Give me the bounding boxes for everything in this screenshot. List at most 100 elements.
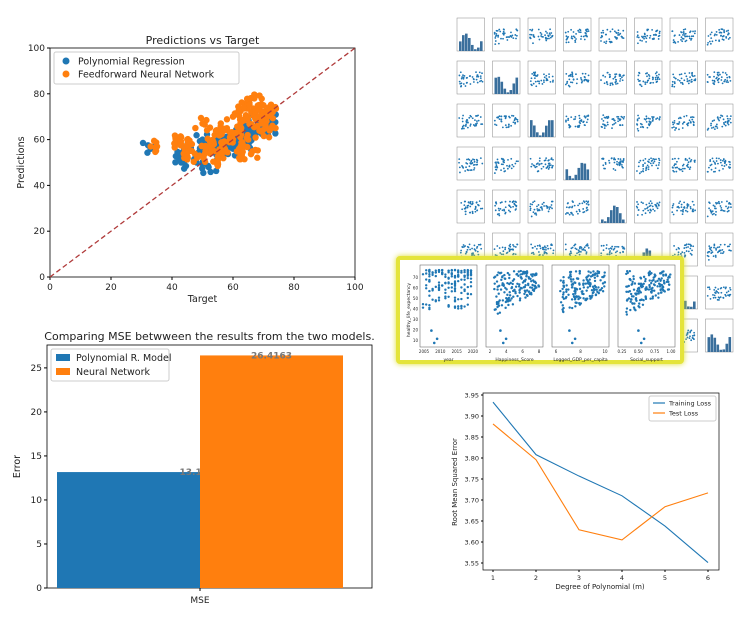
pair-point <box>573 36 576 39</box>
pair-point <box>645 120 648 123</box>
pair-point <box>609 73 611 76</box>
pair-point <box>466 245 469 248</box>
pair-point <box>583 38 586 41</box>
pair-point <box>680 36 683 39</box>
pair-point <box>471 162 474 164</box>
pair-point <box>466 118 468 121</box>
pair-point <box>567 288 570 291</box>
pair-point <box>502 283 505 286</box>
pair-point <box>466 268 469 272</box>
pair-point <box>680 252 682 255</box>
pair-point <box>552 252 555 255</box>
pair-point <box>671 204 674 207</box>
pair-point <box>685 75 688 78</box>
pair-point <box>471 76 474 78</box>
pair-point <box>619 32 622 35</box>
pair-point <box>691 334 694 337</box>
pair-point <box>686 210 689 213</box>
pair-point <box>536 244 539 247</box>
pair-point <box>603 274 606 277</box>
pair-point <box>664 274 668 277</box>
pair-point <box>678 34 681 36</box>
data-point-jitter <box>238 99 245 106</box>
pair-point <box>644 277 647 281</box>
pair-point <box>580 38 582 40</box>
pair-point <box>601 35 604 38</box>
pair-point <box>611 82 613 85</box>
pair-point <box>505 299 508 303</box>
pair-point <box>581 202 584 205</box>
pair-point <box>722 296 725 299</box>
pair-point <box>656 285 659 288</box>
pair-point <box>597 291 601 295</box>
pair-point <box>651 297 654 300</box>
pair-point <box>619 158 622 161</box>
pair-point <box>496 166 499 169</box>
pair-point <box>686 205 689 208</box>
pair-point <box>495 201 497 204</box>
pair-point <box>508 244 511 247</box>
pair-cell <box>669 146 698 181</box>
pair-point <box>671 211 674 213</box>
pair-point <box>708 202 711 205</box>
pair-point <box>708 288 711 291</box>
pair-point <box>648 285 651 289</box>
pair-point <box>502 32 505 35</box>
pair-point <box>472 81 475 83</box>
pair-point <box>710 211 713 214</box>
pair-point <box>428 289 431 293</box>
pair-point <box>721 35 724 38</box>
pair-point <box>498 311 502 314</box>
pair-point <box>674 166 677 169</box>
pair-point <box>632 306 636 309</box>
pair-point <box>659 288 662 292</box>
pair-point <box>658 161 661 164</box>
pair-outlier <box>430 329 433 332</box>
pair-point <box>584 282 587 285</box>
pair-point <box>621 124 624 126</box>
pair-point <box>671 85 674 88</box>
pair-point <box>578 124 581 127</box>
pair-point <box>510 297 513 300</box>
pair-point <box>656 202 659 205</box>
pair-point <box>514 253 517 256</box>
pair-point <box>510 286 514 289</box>
pair-point <box>543 159 546 162</box>
pair-point <box>585 209 588 212</box>
pair-point <box>622 74 625 77</box>
pair-point <box>680 73 683 76</box>
pair-point <box>693 204 695 206</box>
data-point-jitter <box>219 146 226 153</box>
pair-point <box>712 160 715 163</box>
x-tick-label: 2 <box>534 574 538 582</box>
pair-point <box>532 201 534 204</box>
pair-point <box>479 207 482 210</box>
pair-point <box>717 292 720 294</box>
pair-point <box>498 28 501 31</box>
pair-point <box>437 286 441 290</box>
pair-point <box>631 302 634 305</box>
pair-point <box>565 41 568 44</box>
pair-point <box>676 209 678 212</box>
pair-point <box>615 32 618 35</box>
pair-point <box>638 172 641 175</box>
pair-point <box>683 167 686 170</box>
pair-point <box>591 285 595 288</box>
pair-point <box>723 165 726 167</box>
pair-point <box>604 167 606 170</box>
pair-point <box>639 276 642 279</box>
pair-point <box>654 274 657 277</box>
pair-point <box>464 170 467 172</box>
pair-point <box>425 284 428 287</box>
pair-point <box>469 75 472 77</box>
pair-point <box>720 114 722 117</box>
pair-point <box>626 285 629 288</box>
pair-point <box>564 31 567 34</box>
pair-point <box>570 306 574 310</box>
pair-point <box>447 286 450 289</box>
pair-point <box>647 28 650 31</box>
pair-point <box>444 297 447 300</box>
pair-hist-bar <box>710 334 714 352</box>
pair-point <box>686 207 688 209</box>
pair-point <box>585 278 589 281</box>
